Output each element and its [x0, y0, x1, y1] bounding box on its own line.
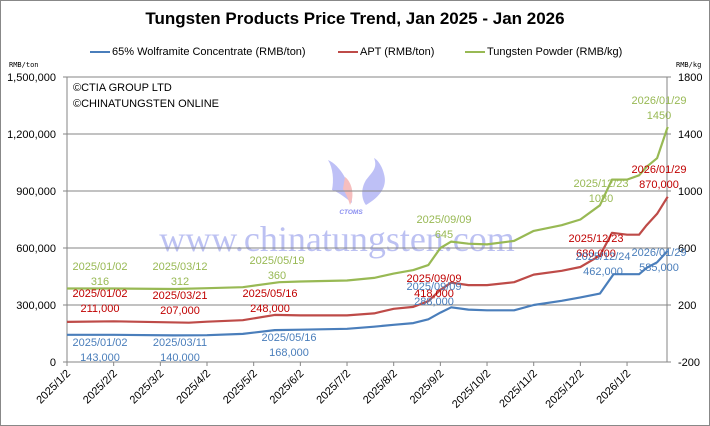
right-axis-unit: RMB/kg	[676, 61, 702, 69]
data-label-date: 2025/09/09	[406, 281, 461, 293]
data-label-value: 140,000	[160, 352, 200, 364]
data-label-date: 2026/01/29	[631, 247, 686, 259]
data-label-value: 143,000	[80, 352, 120, 364]
y-tick-right: 1800	[678, 72, 702, 84]
data-label-value: 211,000	[81, 303, 120, 315]
legend-item-wolframite: 65% Wolframite Concentrate (RMB/ton)	[90, 46, 306, 58]
series-line-apt	[66, 196, 669, 324]
legend-swatch-powder	[465, 51, 485, 53]
x-tick-label: 2025/2/2	[81, 368, 120, 407]
data-label-value: 870,000	[639, 179, 679, 191]
legend-swatch-wolframite	[90, 51, 110, 53]
x-tick-label: 2025/11/2	[497, 368, 540, 411]
data-label-date: 2026/01/29	[631, 164, 686, 176]
data-label-date: 2025/12/23	[568, 233, 623, 245]
copyright-line-2: ©CHINATUNGSTEN ONLINE	[73, 98, 220, 110]
watermark-logo-text: CTOMS	[339, 209, 363, 216]
data-label-date: 2025/05/16	[261, 332, 316, 344]
data-label-value: 680,000	[576, 248, 616, 260]
data-label-value: 418,000	[414, 288, 454, 300]
x-tick-label: 2025/4/2	[174, 368, 213, 407]
data-label-date: 2025/09/09	[406, 273, 461, 285]
y-tick-left: 1,500,000	[7, 72, 56, 84]
x-tick-label: 2025/9/2	[408, 368, 447, 407]
series-line-wolframite	[67, 250, 669, 337]
legend-label-powder: Tungsten Powder (RMB/kg)	[487, 46, 623, 58]
series-line-powder	[67, 126, 669, 291]
y-tick-left: 900,000	[16, 186, 56, 198]
data-label-date: 2025/09/09	[416, 214, 471, 226]
data-label-date: 2025/12/24	[575, 251, 630, 263]
x-tick-label: 2025/1/2	[34, 368, 73, 407]
chart-title: Tungsten Products Price Trend, Jan 2025 …	[145, 9, 565, 28]
data-label-value: 207,000	[160, 305, 200, 317]
legend-item-apt: APT (RMB/ton)	[338, 46, 434, 58]
data-label-value: 248,000	[250, 303, 290, 315]
data-label-value: 312	[171, 276, 189, 288]
data-label-date: 2025/01/02	[72, 288, 127, 300]
y-tick-left: 600,000	[16, 243, 56, 255]
watermark-logo	[328, 158, 385, 205]
left-axis-unit: RMB/ton	[9, 61, 39, 69]
legend-label-wolframite: 65% Wolframite Concentrate (RMB/ton)	[112, 46, 306, 58]
y-tick-left: 0	[50, 357, 56, 369]
data-label-date: 2026/01/29	[631, 95, 686, 107]
legend-item-powder: Tungsten Powder (RMB/kg)	[465, 46, 622, 58]
data-label-date: 2025/12/23	[573, 178, 628, 190]
y-tick-left: 1,200,000	[7, 129, 56, 141]
legend-swatch-apt	[338, 51, 358, 53]
data-label-date: 2025/05/16	[242, 288, 297, 300]
x-tick-label: 2025/3/2	[128, 368, 167, 407]
y-tick-right: 1000	[678, 186, 702, 198]
y-tick-right: 600	[678, 243, 696, 255]
watermark-url: www.chinatungsten.com	[159, 219, 515, 259]
data-label-value: 1450	[647, 110, 671, 122]
data-label-value: 360	[268, 270, 286, 282]
y-tick-right: 200	[678, 300, 696, 312]
data-label-value: 585,000	[639, 262, 679, 274]
y-tick-right: -200	[678, 357, 700, 369]
data-label-value: 462,000	[583, 266, 623, 278]
x-tick-label: 2025/5/2	[221, 368, 260, 407]
data-label-date: 2025/03/21	[152, 290, 207, 302]
x-tick-label: 2025/7/2	[314, 368, 353, 407]
data-label-date: 2025/03/12	[152, 261, 207, 273]
data-label-date: 2025/05/19	[249, 255, 304, 267]
x-tick-label: 2025/8/2	[361, 368, 400, 407]
data-label-value: 316	[91, 276, 109, 288]
y-tick-right: 1400	[678, 129, 702, 141]
x-tick-label: 2025/10/2	[450, 368, 493, 411]
data-label-date: 2025/01/02	[72, 337, 127, 349]
legend-label-apt: APT (RMB/ton)	[360, 46, 435, 58]
x-tick-label: 2026/1/2	[594, 368, 633, 407]
data-label-value: 1080	[589, 193, 613, 205]
data-label-value: 168,000	[269, 347, 309, 359]
x-tick-label: 2025/6/2	[268, 368, 307, 407]
data-label-date: 2025/03/11	[153, 337, 207, 349]
data-label-value: 288,000	[414, 296, 454, 308]
copyright-line-1: ©CTIA GROUP LTD	[73, 82, 172, 94]
data-label-date: 2025/01/02	[72, 261, 127, 273]
y-tick-left: 300,000	[16, 300, 56, 312]
data-label-value: 645	[435, 229, 453, 241]
x-tick-label: 2025/12/2	[543, 368, 586, 411]
